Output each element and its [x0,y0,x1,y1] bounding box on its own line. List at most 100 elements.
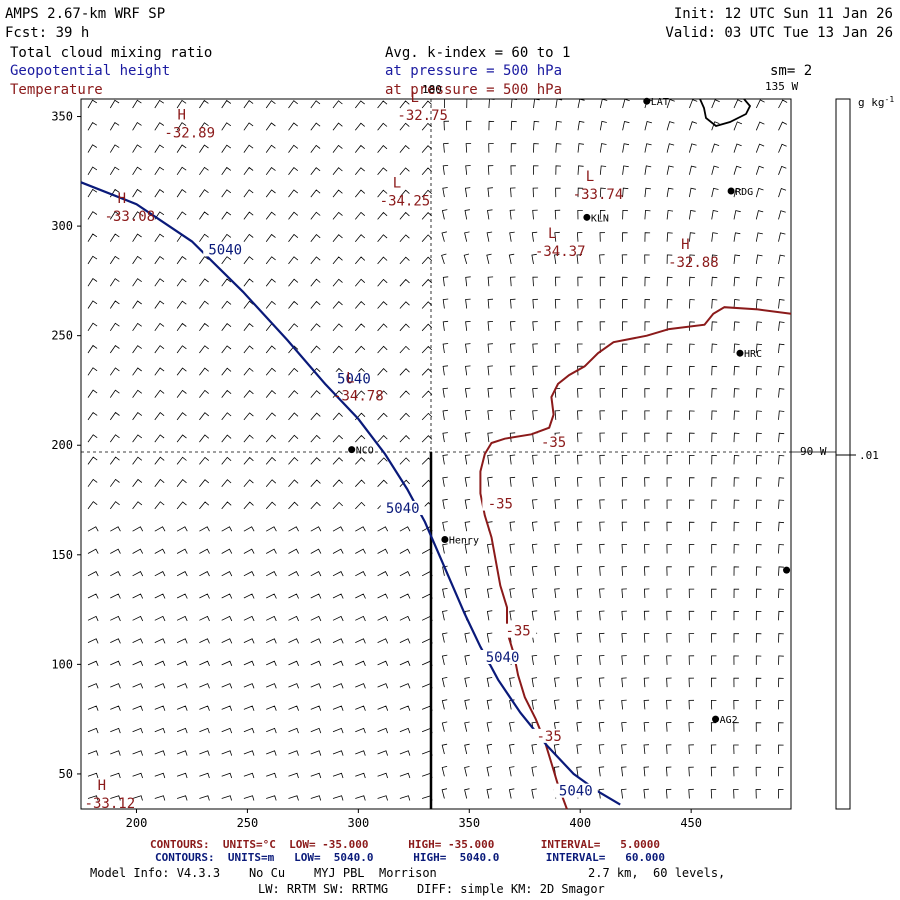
station-dot [643,97,651,105]
height-contour-label: 5040 [559,784,593,800]
colorbar [835,98,851,810]
init-time: Init: 12 UTC Sun 11 Jan 26 [674,6,893,22]
contour-labels: 5040 5040 5040 5040 5040 -35 -35 -35 -35 [203,242,598,800]
low-marker: L [393,176,401,192]
station-label: AG2 [720,715,738,726]
y-axis-ticks: 50 100 150 200 250 300 350 [51,110,81,781]
y-tick-label: 350 [51,110,73,124]
x-tick-label: 250 [237,816,259,830]
field-label-cloud: Total cloud mixing ratio [10,45,212,61]
height-label-bg [553,783,598,798]
extremum-value: -34.25 [380,194,431,210]
station-dot [583,213,591,221]
height-contour-label: 5040 [208,242,242,258]
valid-time: Valid: 03 UTC Tue 13 Jan 26 [665,25,893,41]
meridian-label-135w: 135 W [765,80,798,93]
wind-barb-field [87,98,788,801]
temperature-label-bg [535,435,572,450]
low-marker: L [346,371,354,387]
extremum-value: -32.89 [164,126,215,142]
colorbar-tick-label: .01 [859,449,879,462]
station-label: NCO [356,446,374,457]
x-axis-ticks: 200 250 300 350 400 450 [126,809,702,830]
extremum-value: -33.08 [105,209,156,225]
y-tick-label: 300 [51,219,73,233]
height-contour-label: 5040 [486,650,520,666]
extremum-value: -32.88 [668,255,719,271]
high-marker: H [98,778,106,794]
temperature-contour-label: -35 [505,624,530,640]
y-tick-label: 50 [59,767,73,781]
high-marker: H [118,191,126,207]
station-label: LAT [651,97,669,108]
x-tick-label: 350 [458,816,480,830]
station-dot [712,715,720,723]
k-index-average: Avg. k-index = 60 to 1 [385,45,570,61]
station-label: RDG [735,187,753,198]
height-label-bg [331,371,376,386]
temperature-label-bg [500,623,537,638]
model-info: Model Info: V4.3.3 No Cu MYJ PBL Morriso… [90,866,437,880]
temperature-label-bg [482,496,519,511]
station-dot [727,187,735,195]
extrema-labels: H -32.89 H -33.08 L -32.75 L -34.25 L -33.74 L -34.… [85,90,719,812]
grid-info: 2.7 km, 60 levels, [588,866,725,880]
temperature-contour-minus35 [479,306,792,810]
y-tick-label: 250 [51,329,73,343]
meridian-lines [81,99,836,809]
x-tick-label: 450 [680,816,702,830]
smoothing-setting: sm= 2 [770,63,812,79]
wind-barbs [87,98,788,801]
height-label-bg [480,649,525,664]
temperature-contour-label: -35 [537,729,562,745]
y-tick-label: 150 [51,548,73,562]
station-dot [736,349,744,357]
height-contour-label: 5040 [386,501,420,517]
temperature-contour-label: -35 [541,435,566,451]
low-marker: L [548,226,556,242]
high-marker: H [178,108,186,124]
station-dot [783,566,791,574]
height-contour-5040 [80,181,621,806]
x-tick-label: 300 [348,816,370,830]
meridian-label-90w: 90 W [800,445,827,458]
pressure-level-temperature: at pressure = 500 hPa [385,82,562,98]
field-label-height: Geopotential height [10,63,170,79]
plot-frame [80,98,792,810]
model-title: AMPS 2.67-km WRF SP [5,6,165,22]
high-marker: H [681,237,689,253]
temperature-label-bg [531,728,568,743]
station-markers: LAT RDG KLN HRC NCO Henry AG2 [348,97,791,726]
station-label: Henry [449,535,479,546]
low-marker: L [410,90,418,106]
temperature-contour-label: -35 [488,497,513,513]
extremum-value: -32.75 [397,108,448,124]
low-marker: L [586,169,594,185]
x-tick-label: 200 [126,816,148,830]
contour-layer [80,181,792,810]
forecast-hour: Fcst: 39 h [5,25,89,41]
pressure-level-height: at pressure = 500 hPa [385,63,562,79]
extremum-value: -33.74 [573,187,624,203]
coastline [699,98,752,127]
x-tick-label: 400 [569,816,591,830]
extremum-value: -33.12 [85,796,136,812]
station-dot [441,535,449,543]
y-tick-label: 100 [51,657,73,671]
extremum-value: -34.37 [535,244,586,260]
extremum-value: -34.78 [333,389,384,405]
field-label-temperature: Temperature [10,82,103,98]
station-label: KLN [591,213,609,224]
height-contour-info: CONTOURS: UNITS=m LOW= 5040.0 HIGH= 5040… [155,851,665,864]
colorbar-unit: g kg-1 [858,95,894,109]
height-contour-label: 5040 [337,372,371,388]
y-tick-label: 200 [51,438,73,452]
meridian-label-180: 180 [422,83,442,96]
temperature-contour-info: CONTOURS: UNITS=°C LOW= -35.000 HIGH= -3… [150,838,660,851]
height-label-bg [380,500,425,515]
station-dot [348,446,356,454]
station-label: HRC [744,349,762,360]
physics-info: LW: RRTM SW: RRTMG DIFF: simple KM: 2D S… [258,882,605,896]
height-label-bg [203,242,248,257]
